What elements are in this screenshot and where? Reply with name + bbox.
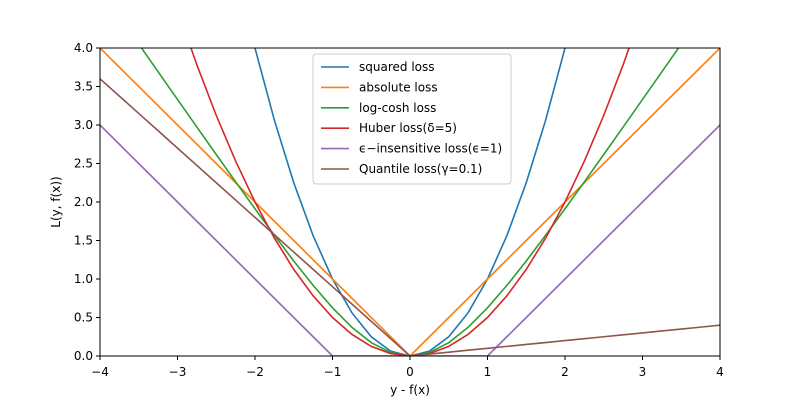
series-line — [190, 48, 630, 356]
legend-label: Huber loss(δ=5) — [359, 121, 457, 135]
y-axis-label: L(y, f(x)) — [49, 176, 63, 227]
x-tick-label: 1 — [484, 365, 492, 379]
y-tick-label: 1.5 — [74, 234, 93, 248]
x-tick-label: −4 — [91, 365, 109, 379]
y-tick-label: 2.5 — [74, 157, 93, 171]
x-tick-label: −3 — [169, 365, 187, 379]
legend-label: Quantile loss(γ=0.1) — [359, 162, 482, 176]
x-tick-label: 3 — [639, 365, 647, 379]
x-tick-label: 0 — [406, 365, 414, 379]
legend-label: ϵ−insensitive loss(ϵ=1) — [359, 142, 502, 156]
y-tick-label: 2.0 — [74, 195, 93, 209]
series-line — [100, 78, 720, 356]
x-axis-label: y - f(x) — [390, 383, 430, 397]
x-tick-label: −1 — [324, 365, 342, 379]
plot-lines — [100, 48, 720, 356]
y-tick-label: 3.0 — [74, 118, 93, 132]
legend-box — [312, 53, 512, 185]
series-line — [100, 48, 720, 356]
x-tick-label: 2 — [561, 365, 569, 379]
series-line — [100, 124, 720, 356]
y-tick-label: 3.5 — [74, 80, 93, 94]
x-tick-label: 4 — [716, 365, 724, 379]
x-tick-label: −2 — [246, 365, 264, 379]
y-tick-label: 0.5 — [74, 311, 93, 325]
y-tick-label: 4.0 — [74, 41, 93, 55]
y-tick-label: 1.0 — [74, 272, 93, 286]
legend-label: log-cosh loss — [359, 101, 436, 115]
legend-label: absolute loss — [359, 80, 438, 94]
series-line — [140, 48, 680, 356]
legend-label: squared loss — [359, 60, 435, 74]
y-tick-label: 0.0 — [74, 349, 93, 363]
